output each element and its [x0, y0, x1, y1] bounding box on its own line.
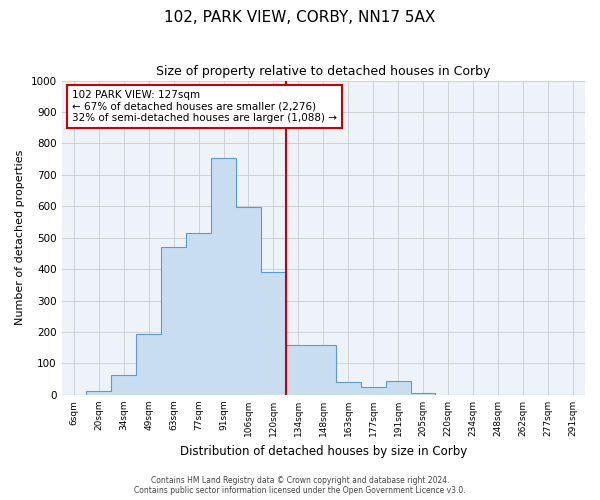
Text: 102, PARK VIEW, CORBY, NN17 5AX: 102, PARK VIEW, CORBY, NN17 5AX	[164, 10, 436, 25]
Title: Size of property relative to detached houses in Corby: Size of property relative to detached ho…	[156, 65, 490, 78]
X-axis label: Distribution of detached houses by size in Corby: Distribution of detached houses by size …	[179, 444, 467, 458]
Text: 102 PARK VIEW: 127sqm
← 67% of detached houses are smaller (2,276)
32% of semi-d: 102 PARK VIEW: 127sqm ← 67% of detached …	[72, 90, 337, 123]
Y-axis label: Number of detached properties: Number of detached properties	[15, 150, 25, 326]
Text: Contains HM Land Registry data © Crown copyright and database right 2024.
Contai: Contains HM Land Registry data © Crown c…	[134, 476, 466, 495]
